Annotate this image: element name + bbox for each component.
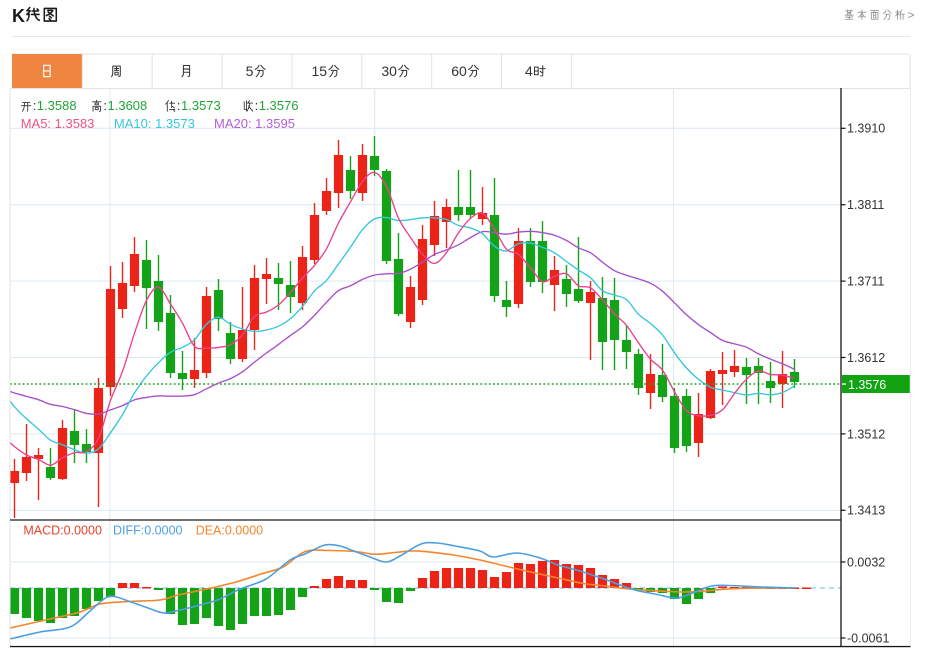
- svg-text::: :: [33, 98, 37, 113]
- svg-text:30: 30: [381, 63, 397, 79]
- svg-text:MACD:0.0000: MACD:0.0000: [23, 524, 102, 538]
- svg-text:1.3608: 1.3608: [108, 98, 148, 113]
- svg-text:5: 5: [246, 63, 254, 79]
- svg-text:1.3811: 1.3811: [847, 198, 884, 212]
- svg-text:K: K: [12, 6, 25, 26]
- svg-text:1.3711: 1.3711: [847, 275, 884, 289]
- svg-text:1.3413: 1.3413: [847, 504, 885, 518]
- svg-text:DEA:0.0000: DEA:0.0000: [196, 524, 263, 538]
- svg-text:60: 60: [451, 63, 467, 79]
- svg-text::: :: [255, 98, 259, 113]
- svg-text:0.0032: 0.0032: [847, 555, 885, 569]
- svg-text:1.3573: 1.3573: [181, 98, 221, 113]
- svg-text:MA10: 1.3573: MA10: 1.3573: [114, 116, 195, 131]
- svg-text:1.3512: 1.3512: [847, 427, 885, 441]
- svg-text:1.3612: 1.3612: [847, 351, 885, 365]
- svg-text:15: 15: [312, 63, 328, 79]
- svg-text:1.3588: 1.3588: [37, 98, 77, 113]
- svg-text:1.3910: 1.3910: [847, 122, 885, 136]
- svg-text:1.3576: 1.3576: [259, 98, 299, 113]
- svg-text:MA5: 1.3583: MA5: 1.3583: [21, 116, 95, 131]
- svg-text:>: >: [908, 8, 915, 22]
- svg-text::: :: [103, 98, 107, 113]
- svg-text:MA20: 1.3595: MA20: 1.3595: [214, 116, 295, 131]
- svg-text::: :: [177, 98, 181, 113]
- svg-text:DIFF:0.0000: DIFF:0.0000: [113, 524, 183, 538]
- svg-text:4: 4: [525, 63, 533, 79]
- svg-text:-0.0061: -0.0061: [847, 631, 889, 645]
- svg-text:1.3576: 1.3576: [848, 378, 886, 392]
